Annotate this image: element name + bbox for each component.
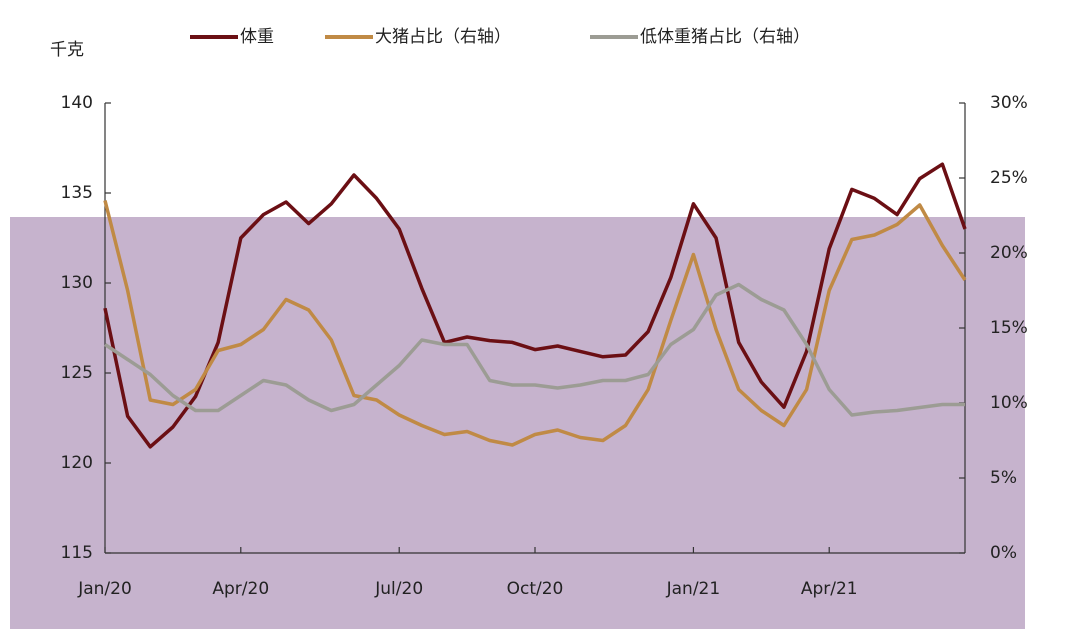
legend-label: 低体重猪占比（右轴） xyxy=(640,27,810,47)
y-tick-label: 140 xyxy=(61,93,93,113)
series-line xyxy=(104,282,965,417)
x-tick-label: Jan/21 xyxy=(666,579,721,599)
y-tick-label: 120 xyxy=(61,453,93,473)
y2-tick-label: 20% xyxy=(990,243,1028,263)
x-tick-label: Apr/20 xyxy=(212,579,269,599)
x-tick-label: Jul/20 xyxy=(374,579,423,599)
x-tick-label: Oct/20 xyxy=(507,579,564,599)
y-tick-label: 115 xyxy=(61,543,93,563)
y-axis-label: 千克 xyxy=(50,40,84,60)
series-line xyxy=(103,200,967,447)
series-line xyxy=(103,162,967,449)
legend-label: 大猪占比（右轴） xyxy=(375,27,511,47)
y2-tick-label: 10% xyxy=(990,393,1028,413)
y2-tick-label: 5% xyxy=(990,468,1017,488)
x-tick-label: Jan/20 xyxy=(77,579,132,599)
y2-tick-label: 30% xyxy=(990,93,1028,113)
y-tick-label: 130 xyxy=(61,273,93,293)
y2-tick-label: 25% xyxy=(990,168,1028,188)
legend-label: 体重 xyxy=(240,27,274,47)
y-tick-label: 135 xyxy=(61,183,93,203)
overlay xyxy=(10,217,1025,629)
y2-tick-label: 15% xyxy=(990,318,1028,338)
y2-tick-label: 0% xyxy=(990,543,1017,563)
y-tick-label: 125 xyxy=(61,363,93,383)
x-tick-label: Apr/21 xyxy=(801,579,858,599)
